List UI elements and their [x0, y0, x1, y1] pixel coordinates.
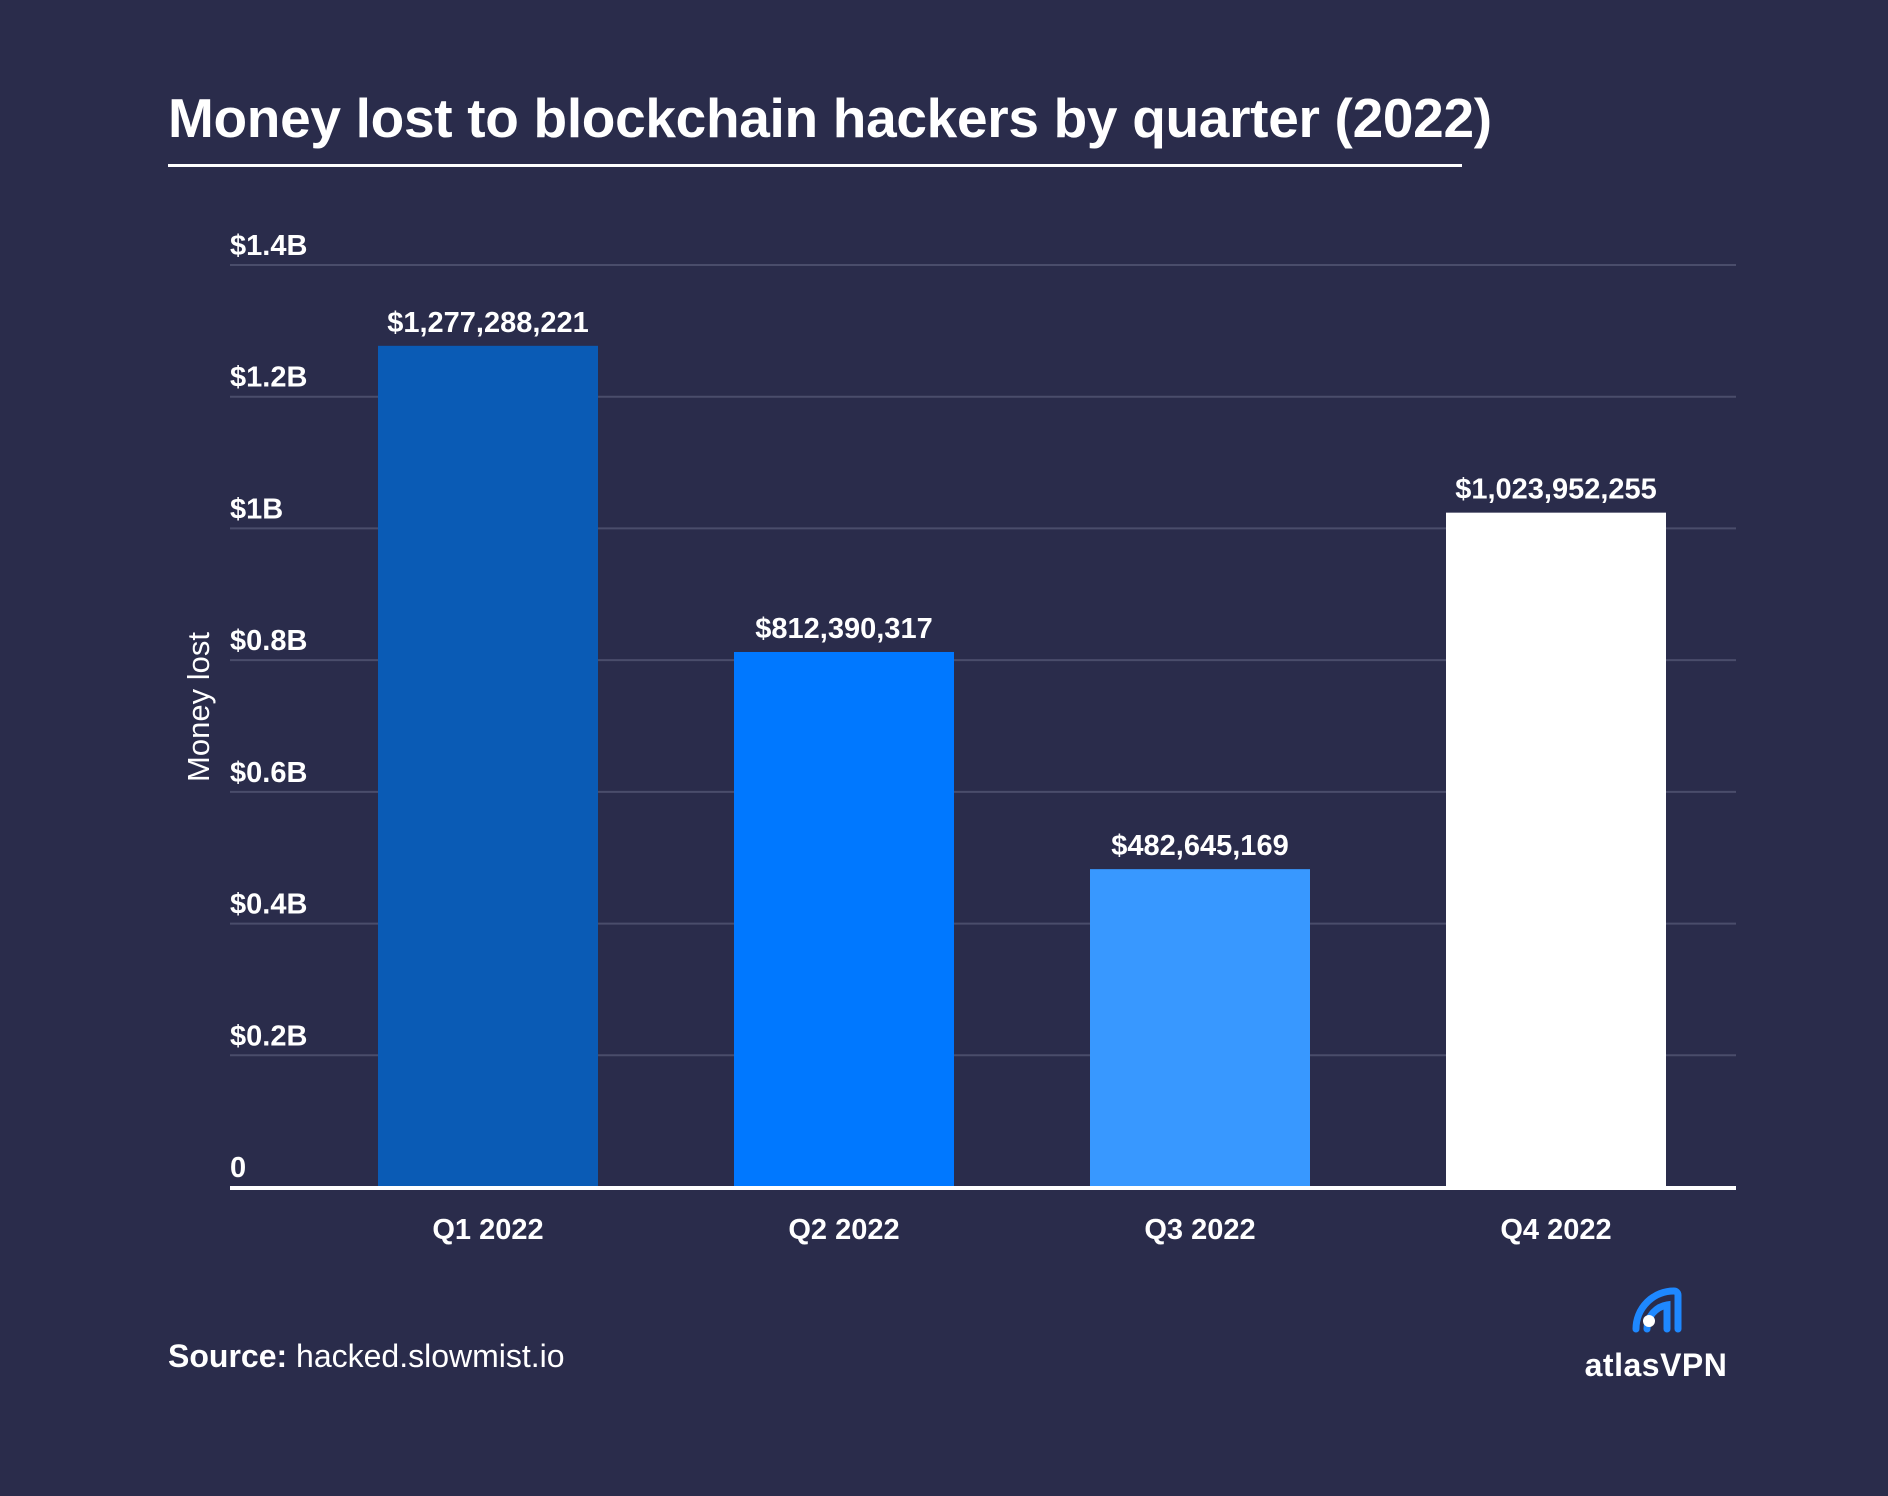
- bar-value-label: $482,645,169: [1111, 830, 1288, 862]
- y-tick-label: $0.8B: [230, 625, 307, 657]
- page-title: Money lost to blockchain hackers by quar…: [168, 87, 1492, 149]
- bar-chart: 0 $0.2B $0.4B $0.6B $0.8B $1B $1.2B $1.4B $1,27…: [181, 230, 1736, 1246]
- x-tick-label: Q4 2022: [1500, 1214, 1611, 1246]
- title-underline: [168, 164, 1462, 167]
- y-tick-label: $0.2B: [230, 1020, 307, 1052]
- source-label: Source:: [168, 1338, 288, 1374]
- source-note: Source: hacked.slowmist.io: [168, 1338, 565, 1375]
- bar-q3-2022: [1090, 869, 1310, 1187]
- y-tick-label: $0.6B: [230, 757, 307, 789]
- source-text: hacked.slowmist.io: [296, 1338, 565, 1374]
- value-labels: $1,277,288,221 $812,390,317 $482,645,169 $1…: [387, 307, 1657, 862]
- x-tick-label: Q2 2022: [788, 1214, 899, 1246]
- y-tick-label: $1B: [230, 493, 283, 525]
- bar-value-label: $1,023,952,255: [1455, 474, 1657, 506]
- y-tick-label: $1.4B: [230, 230, 307, 262]
- x-tick-label: Q1 2022: [432, 1214, 543, 1246]
- bar-q4-2022: [1446, 512, 1666, 1187]
- bar-value-label: $1,277,288,221: [387, 307, 589, 339]
- brand-logo: atlasVPN: [1576, 1285, 1736, 1385]
- bar-q1-2022: [378, 345, 598, 1188]
- bar-q2-2022: [734, 651, 954, 1187]
- x-tick-labels: Q1 2022 Q2 2022 Q3 2022 Q4 2022: [432, 1214, 1611, 1246]
- brand-name: atlasVPN: [1584, 1347, 1728, 1383]
- bars: [378, 345, 1666, 1188]
- atlasvpn-logo-icon: [1632, 1287, 1682, 1333]
- y-axis-label: Money lost: [181, 632, 216, 782]
- y-tick-label: $1.2B: [230, 362, 307, 394]
- y-tick-label: 0: [230, 1152, 246, 1184]
- x-tick-label: Q3 2022: [1144, 1214, 1255, 1246]
- bar-value-label: $812,390,317: [755, 613, 932, 645]
- y-tick-labels: 0 $0.2B $0.4B $0.6B $0.8B $1B $1.2B $1.4B: [230, 230, 307, 1184]
- y-tick-label: $0.4B: [230, 889, 307, 921]
